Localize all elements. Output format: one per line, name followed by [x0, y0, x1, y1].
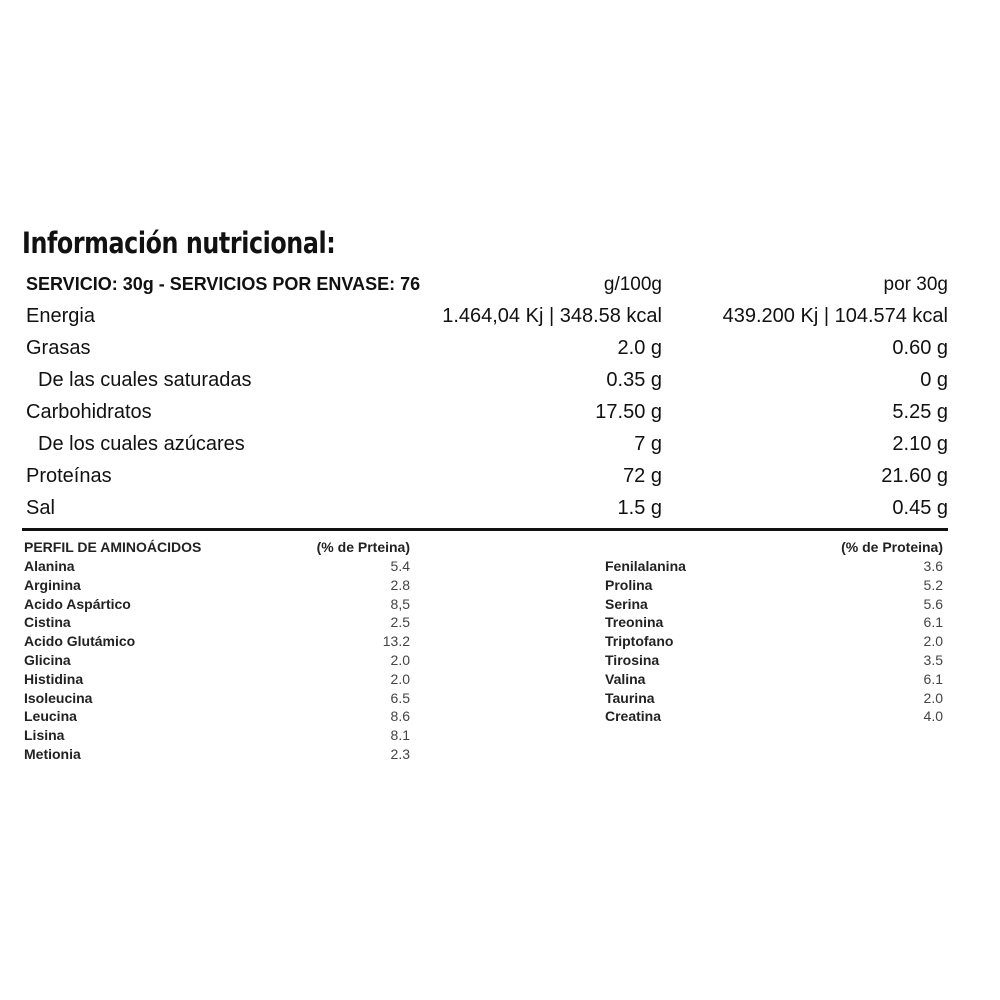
amino-value: 2.3	[390, 746, 410, 762]
nutrition-row: De las cuales saturadas 0.35 g 0 g	[26, 369, 948, 401]
amino-name: Creatina	[605, 708, 662, 725]
amino-value: 5.4	[390, 558, 410, 574]
amino-row: Alanina 5.4	[24, 557, 410, 576]
column-header-per30: por 30g	[883, 274, 948, 295]
amino-name: Triptofano	[605, 633, 674, 650]
amino-name: Treonina	[605, 614, 664, 631]
amino-row: Cistina 2.5	[24, 613, 410, 632]
amino-value: 2.0	[923, 689, 943, 706]
nutrient-label: Sal	[26, 497, 55, 519]
amino-row: Taurina 2.0	[605, 689, 943, 708]
amino-name: Acido Aspártico	[24, 595, 131, 612]
amino-value: 3.5	[923, 652, 943, 668]
amino-row: Triptofano 2.0	[605, 632, 943, 651]
nutrient-label: Proteínas	[26, 465, 112, 487]
amino-name: Leucina	[24, 708, 77, 725]
amino-row: Isoleucina 6.5	[24, 689, 410, 708]
amino-value: 5.2	[923, 576, 943, 593]
amino-value: 5.6	[923, 595, 943, 612]
amino-heading-right: (% de Proteina)	[605, 538, 943, 557]
amino-value: 6.1	[923, 614, 943, 631]
value-per30: 439.200 Kj | 104.574 kcal	[722, 305, 948, 327]
amino-value: 2.8	[390, 576, 410, 593]
serving-info: SERVICIO: 30g - SERVICIOS POR ENVASE: 76	[26, 274, 421, 294]
amino-row: Acido Aspártico 8,5	[24, 595, 410, 614]
nutrition-row: Grasas 2.0 g 0.60 g	[26, 337, 948, 369]
amino-row: Creatina 4.0	[605, 707, 943, 726]
amino-value: (% de Prteina)	[316, 539, 410, 555]
amino-value: 2.0	[390, 670, 410, 687]
amino-value: 2.0	[923, 633, 943, 650]
nutrient-label: De los cuales azúcares	[38, 433, 245, 455]
amino-value: 6.1	[923, 670, 943, 687]
nutrition-row: Sal 1.5 g 0.45 g	[26, 497, 948, 529]
amino-row: Metionia 2.3	[24, 745, 410, 764]
amino-row: Valina 6.1	[605, 670, 943, 689]
amino-row: Fenilalanina 3.6	[605, 557, 943, 576]
amino-row: Serina 5.6	[605, 595, 943, 614]
amino-name: Histidina	[24, 670, 84, 687]
amino-value: 8.6	[390, 708, 410, 725]
value-per100: 17.50 g	[595, 401, 662, 423]
amino-row: Glicina 2.0	[24, 651, 410, 670]
amino-row: Arginina 2.8	[24, 576, 410, 595]
value-per100: 72 g	[623, 465, 662, 487]
amino-name: PERFIL DE AMINOÁCIDOS	[24, 539, 202, 555]
nutrition-row: Proteínas 72 g 21.60 g	[26, 465, 948, 497]
amino-row: Lisina 8.1	[24, 726, 410, 745]
amino-name: Tirosina	[605, 652, 660, 668]
value-per100: 1.464,04 Kj | 348.58 kcal	[442, 305, 662, 327]
value-per100: 7 g	[634, 433, 662, 455]
value-per100: 2.0 g	[617, 337, 662, 359]
nutrition-row: Carbohidratos 17.50 g 5.25 g	[26, 401, 948, 433]
divider	[22, 528, 948, 531]
amino-heading-left: PERFIL DE AMINOÁCIDOS (% de Prteina)	[24, 538, 410, 557]
value-per30: 21.60 g	[881, 465, 948, 487]
amino-name: Glicina	[24, 652, 71, 668]
nutrition-row: Energia 1.464,04 Kj | 348.58 kcal 439.20…	[26, 305, 948, 337]
amino-value: 8.1	[390, 727, 410, 744]
amino-name: Acido Glutámico	[24, 633, 136, 650]
amino-name: Metionia	[24, 746, 81, 762]
amino-row: Tirosina 3.5	[605, 651, 943, 670]
value-per100: 1.5 g	[617, 497, 662, 519]
amino-name: Prolina	[605, 576, 653, 593]
page-title: Información nutricional:	[22, 226, 336, 260]
nutrition-row: De los cuales azúcares 7 g 2.10 g	[26, 433, 948, 465]
amino-name: Cistina	[24, 614, 71, 631]
value-per30: 5.25 g	[892, 401, 948, 423]
amino-row: Histidina 2.0	[24, 670, 410, 689]
amino-name: Serina	[605, 595, 648, 612]
value-per30: 2.10 g	[892, 433, 948, 455]
amino-name: Alanina	[24, 558, 75, 574]
value-per100: 0.35 g	[606, 369, 662, 391]
amino-name: Fenilalanina	[605, 558, 686, 574]
amino-value: (% de Proteina)	[841, 539, 943, 555]
amino-row: Acido Glutámico 13.2	[24, 632, 410, 651]
nutrient-label: Energia	[26, 305, 95, 327]
amino-value: 2.0	[390, 652, 410, 668]
nutrient-label: Grasas	[26, 337, 91, 359]
amino-value: 2.5	[390, 614, 410, 631]
amino-value: 3.6	[923, 558, 943, 574]
amino-name: Isoleucina	[24, 689, 93, 706]
value-per30: 0.45 g	[892, 497, 948, 519]
column-header-per100: g/100g	[603, 274, 662, 295]
nutrient-label: De las cuales saturadas	[38, 369, 252, 391]
amino-value: 4.0	[923, 708, 943, 725]
amino-name: Lisina	[24, 727, 65, 744]
amino-name: Arginina	[24, 576, 81, 593]
value-per30: 0 g	[920, 369, 948, 391]
amino-row: Prolina 5.2	[605, 576, 943, 595]
amino-row: Leucina 8.6	[24, 707, 410, 726]
amino-row: Treonina 6.1	[605, 613, 943, 632]
value-per30: 0.60 g	[892, 337, 948, 359]
amino-value: 6.5	[390, 689, 410, 706]
amino-value: 8,5	[390, 595, 410, 612]
serving-header-row: SERVICIO: 30g - SERVICIOS POR ENVASE: 76…	[26, 274, 948, 306]
amino-name: Valina	[605, 670, 646, 687]
amino-value: 13.2	[382, 633, 410, 650]
amino-name: Taurina	[605, 689, 655, 706]
nutrient-label: Carbohidratos	[26, 401, 152, 423]
